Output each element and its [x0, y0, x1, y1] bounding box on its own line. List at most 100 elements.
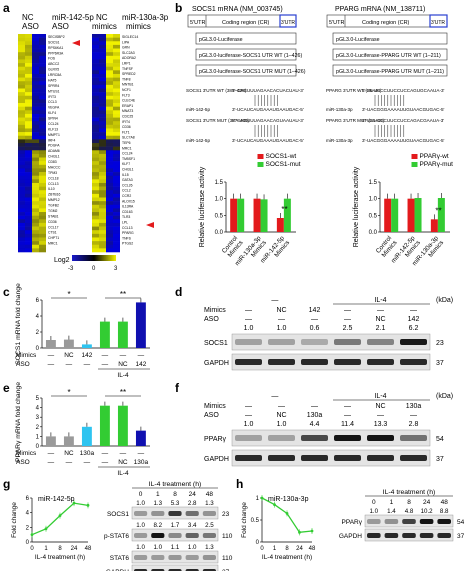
- y-tick-label: 2: [36, 425, 40, 431]
- heatmap-cell: [32, 164, 39, 169]
- blot-band: [400, 339, 427, 345]
- heatmap-cell: [99, 92, 106, 97]
- sig-star: **: [120, 290, 126, 299]
- heatmap-cell: [18, 215, 25, 220]
- band-quant: 2.5: [205, 522, 214, 529]
- heatmap-cell: [113, 88, 120, 93]
- bar: [276, 218, 284, 232]
- heatmap-cell: [106, 193, 113, 198]
- x-tick-line: miR-142-5p: [390, 234, 417, 264]
- chart-socs1-mrna: 0 2 4 6 — — NC — 142 — — — — NC — 142 Mimics ASO IL-4 SOCS1…: [15, 283, 150, 379]
- heatmap-cell: [39, 81, 46, 86]
- chart-mir130-timecourse: 0 0.5 1 0 1 8 24 48 IL-4 treatment (h) Fold chang…: [241, 495, 316, 561]
- heatmap-cell: [92, 172, 99, 176]
- heatmap-cell: [25, 48, 32, 53]
- heatmap-cell: [92, 226, 99, 231]
- legend-tick-pos: 3: [114, 266, 118, 272]
- mimics-row-label: Mimics: [16, 450, 37, 457]
- heatmap-cell: [25, 132, 32, 137]
- heatmap-cell: [39, 103, 46, 107]
- heatmap-cell: [18, 143, 25, 147]
- heatmap-cell: [32, 135, 39, 140]
- blot-band: [134, 555, 148, 560]
- heatmap-cell: [99, 55, 106, 60]
- y-tick-label: 0.5: [215, 213, 224, 219]
- heatmap-cell: [92, 63, 99, 67]
- heatmap-cell: [18, 34, 25, 38]
- heatmap-cell: [32, 153, 39, 158]
- heatmap-cell: [106, 106, 113, 111]
- panel-letter-g: g: [3, 477, 10, 491]
- heatmap-cell: [99, 106, 106, 111]
- gene-label: IL15: [122, 173, 129, 177]
- heatmap-cell: [18, 212, 25, 216]
- gene-label: PPARG: [122, 231, 134, 235]
- legend-swatch: [257, 162, 264, 167]
- heatmap-cell: [18, 222, 25, 227]
- heatmap-cell: [25, 139, 32, 144]
- heatmap-cell: [39, 113, 46, 118]
- y-tick-label: 1.5: [215, 180, 224, 186]
- gene-label: MMP12: [48, 198, 60, 202]
- heatmap-cell: [32, 182, 39, 187]
- heatmap-cell: [39, 172, 46, 176]
- heatmap-cell: [113, 124, 120, 129]
- band-quant: 10.2: [421, 508, 434, 515]
- blot-strip: [131, 528, 219, 542]
- band-kda: 23: [436, 340, 444, 347]
- mimics-value: —: [410, 307, 417, 314]
- heatmap-cell: [113, 132, 120, 137]
- data-point: [285, 512, 289, 515]
- panel-letter-d: d: [175, 285, 182, 299]
- socs1-sequences: SOCS1 3'UTR WT (387–409) 5'-CAGUUUAGAACA…: [186, 88, 304, 143]
- heatmap-cell: [18, 204, 25, 209]
- panel-letter-h: h: [236, 477, 243, 491]
- data-point: [86, 503, 90, 507]
- y-axis-label: PPARγ mRNA fold change: [15, 382, 22, 462]
- heatmap-cell: [113, 81, 120, 86]
- heatmap-cell: [25, 121, 32, 126]
- blot-band: [402, 519, 416, 524]
- heatmap-cell: [106, 84, 113, 89]
- heatmap-cell: [99, 66, 106, 71]
- blot-band: [202, 555, 216, 560]
- western-blot-g: IL-4 treatment (h) 0 1 8 24 48 1.0 1.3 5.3 2.8 1.3…: [104, 481, 233, 571]
- heatmap-cell: [106, 92, 113, 97]
- blot-band: [367, 455, 394, 461]
- heatmap-cell: [99, 168, 106, 173]
- heatmap-cell: [99, 135, 106, 140]
- pparg-mut-label: PPARG 3'UTR MUT (26–49): [326, 118, 385, 123]
- mimics-value: 142: [81, 352, 92, 359]
- blot-strip: [231, 449, 431, 467]
- sig-star: **: [120, 388, 126, 397]
- heatmap-cell: [32, 132, 39, 137]
- blot-band: [202, 533, 216, 538]
- blot-strip: [364, 528, 454, 542]
- heatmap-cell: [39, 241, 46, 246]
- gene-label: TPM3: [48, 171, 57, 175]
- x-tick-label: 8: [58, 546, 62, 552]
- x-tick-label: 48: [309, 546, 316, 552]
- panel-letter-a: a: [3, 1, 10, 15]
- heatmap-cell: [25, 44, 32, 49]
- heatmap-cell: [18, 139, 25, 144]
- blot-band: [384, 519, 399, 524]
- heatmap-cell: [113, 190, 120, 195]
- dash-label: —: [271, 393, 278, 400]
- heatmap-cell: [99, 248, 106, 253]
- heatmap-cell: [99, 172, 106, 176]
- aso-value: 130a: [307, 412, 323, 419]
- heatmap-cell: [92, 197, 99, 202]
- heatmap-cell: [18, 146, 25, 151]
- heatmap-cell: [39, 106, 46, 111]
- heatmap-cell: [113, 84, 120, 89]
- heatmap-cell: [32, 150, 39, 155]
- heatmap-cell: [18, 66, 25, 71]
- heatmap-cell: [113, 186, 120, 191]
- chart-title: miR-142-5p: [38, 496, 75, 503]
- x-tick-label: 8: [285, 546, 289, 552]
- heatmap-cell: [113, 175, 120, 180]
- heatmap-cell: [113, 59, 120, 64]
